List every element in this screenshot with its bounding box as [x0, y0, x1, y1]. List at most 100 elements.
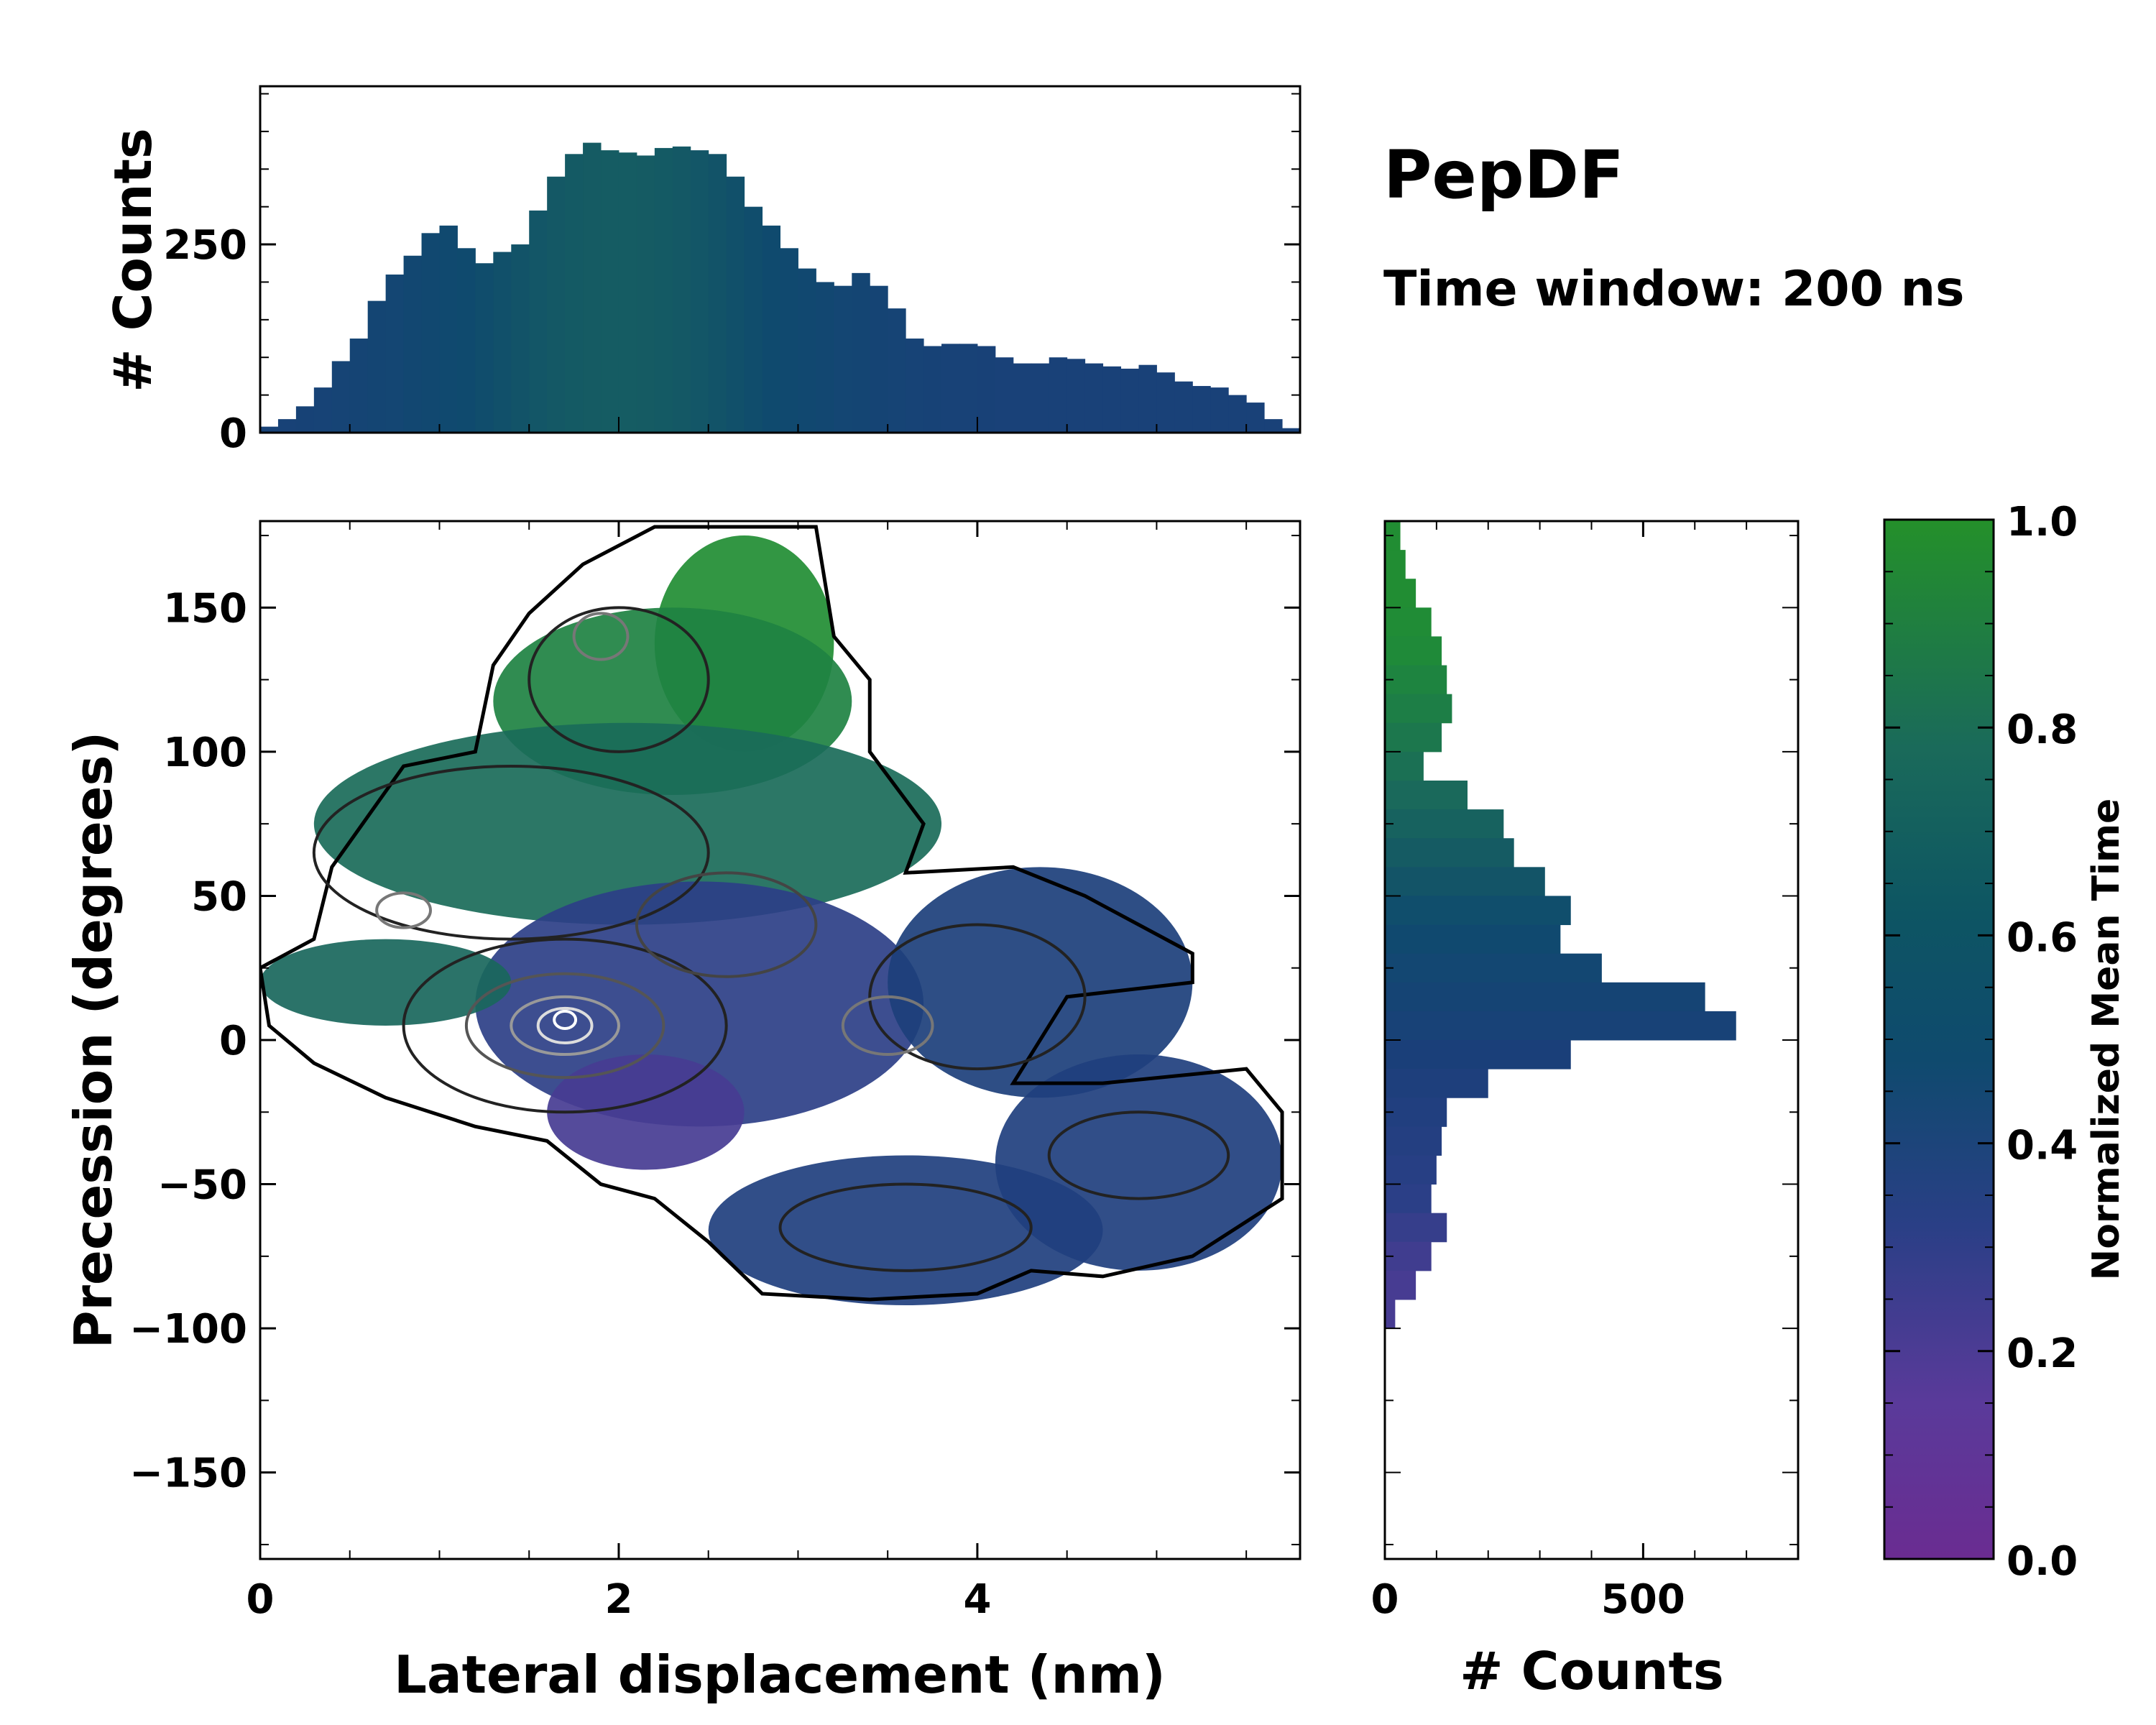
heatmap-region-left-teal-band: [313, 722, 942, 925]
colorbar-tick-label: 1.0: [2007, 499, 2078, 546]
top-hist-bar: [995, 357, 1014, 433]
main-ytick-label: 0: [219, 1018, 247, 1064]
colorbar-label: Normalized Mean Time: [2085, 799, 2128, 1281]
right-hist-bar: [1385, 1184, 1432, 1214]
right-hist-bar: [1385, 751, 1424, 781]
right-hist-bar: [1385, 550, 1406, 579]
right-hist-bar: [1385, 694, 1452, 724]
top-hist-bar: [511, 244, 530, 433]
top-hist-bar: [295, 406, 315, 433]
colorbar-ticks: 0.0 0.2 0.4 0.6 0.8 1.0: [1884, 499, 2078, 1585]
contour-ring-11: [778, 1182, 1033, 1272]
top-hist-bar: [672, 146, 691, 433]
top-hist-bar: [1102, 366, 1122, 433]
top-hist-bar: [565, 154, 584, 433]
main-ytick-label: −50: [157, 1162, 247, 1209]
top-hist-bar: [870, 285, 888, 433]
top-hist-bar: [923, 346, 942, 433]
top-hist-bar: [367, 300, 387, 433]
right-hist-bar: [1385, 982, 1705, 1012]
top-hist-bar: [1067, 359, 1086, 433]
right-hist-bar: [1385, 1270, 1416, 1300]
colorbar-tick-label: 0.4: [2007, 1123, 2078, 1169]
right-hist-bar: [1385, 1300, 1396, 1329]
top-hist-bar: [1228, 395, 1247, 433]
right-histogram-bars: [1385, 521, 1736, 1329]
contour-ring-7: [312, 764, 710, 941]
top-hist-bar: [260, 426, 279, 433]
top-hist-bar: [1174, 381, 1193, 433]
contour-ring-12: [1047, 1110, 1230, 1200]
heatmap-region-lower-purple: [547, 1054, 745, 1170]
top-hist-bar: [349, 339, 369, 433]
right-histogram-ticks: 0 500: [1371, 521, 1798, 1623]
top-hist-bar: [601, 150, 619, 433]
heatmap-region-left-green-patch: [260, 939, 512, 1026]
top-hist-bar: [852, 272, 870, 433]
right-xtick-label: 0: [1371, 1576, 1399, 1623]
colorbar-gradient: [1884, 520, 1994, 1559]
right-hist-bar: [1385, 607, 1432, 637]
main-xtick-label: 4: [963, 1576, 991, 1623]
right-hist-bar: [1385, 1213, 1447, 1243]
right-hist-bar: [1385, 579, 1416, 608]
top-hist-bar: [762, 225, 780, 433]
top-hist-bar: [726, 176, 745, 433]
right-hist-bar: [1385, 722, 1442, 753]
right-hist-bar: [1385, 1126, 1442, 1156]
top-hist-bar: [977, 346, 996, 433]
right-hist-bar: [1385, 953, 1602, 983]
right-hist-bar: [1385, 809, 1504, 839]
right-hist-bar: [1385, 1040, 1571, 1070]
top-hist-bar: [1264, 419, 1283, 433]
contour-ring-9: [868, 923, 1087, 1071]
top-hist-bar: [421, 233, 440, 433]
main-ytick-label: −150: [129, 1450, 247, 1497]
heatmap-region-right-lower-lobe: [995, 1054, 1283, 1271]
right-hist-bar: [1385, 781, 1468, 810]
contour-boundary: [260, 525, 1284, 1302]
contour-ring-2: [510, 995, 620, 1057]
right-xtick-label: 500: [1601, 1576, 1685, 1623]
top-hist-bar: [636, 155, 655, 433]
contour-ring-5: [528, 606, 710, 753]
top-hist-bar: [385, 274, 405, 433]
top-hist-bar: [744, 206, 763, 433]
main-ytick-label: 100: [163, 730, 247, 776]
contour-lines: [260, 525, 1284, 1302]
main-ytick-label: 150: [163, 585, 247, 632]
top-hist-bar: [618, 152, 637, 433]
right-histogram: 0 500 # Counts: [1371, 520, 1800, 1701]
contour-ring-8: [635, 871, 818, 978]
top-histogram: 0 250 # Counts: [103, 85, 1302, 457]
top-hist-bar: [1282, 428, 1301, 433]
top-ytick-label: 0: [219, 410, 247, 457]
top-hist-bar: [1013, 363, 1032, 433]
contour-ring-0: [402, 937, 728, 1114]
top-hist-bar: [1192, 386, 1211, 433]
top-hist-bar: [277, 419, 297, 433]
top-hist-bar: [834, 285, 852, 433]
top-hist-bar: [708, 154, 727, 433]
top-hist-bar: [1049, 357, 1068, 433]
top-hist-bar: [457, 248, 476, 433]
top-ytick-label: 250: [163, 222, 247, 269]
contour-ring-10: [841, 995, 934, 1057]
contour-ring-1: [464, 972, 665, 1080]
right-histogram-xlabel: # Counts: [1460, 1641, 1724, 1701]
main-axis-ticks: 0 2 4 150 100 50 0 −50 −100 −150: [129, 521, 1300, 1623]
top-hist-bar: [1031, 363, 1050, 433]
colorbar-tick-label: 0.2: [2007, 1330, 2078, 1377]
colorbar-tick-label: 0.6: [2007, 914, 2078, 961]
top-hist-bar: [1120, 368, 1139, 433]
right-hist-bar: [1385, 1011, 1736, 1041]
top-hist-bar: [906, 339, 924, 433]
top-hist-bar: [959, 344, 978, 433]
right-histogram-frame: [1383, 520, 1800, 1560]
top-hist-bar: [313, 387, 333, 433]
main-panel: 0 2 4 150 100 50 0 −50 −100 −150 Lateral displace…: [63, 520, 1302, 1705]
right-hist-bar: [1385, 896, 1571, 926]
contour-ring-6: [572, 612, 630, 661]
contour-ring-13: [375, 891, 433, 929]
